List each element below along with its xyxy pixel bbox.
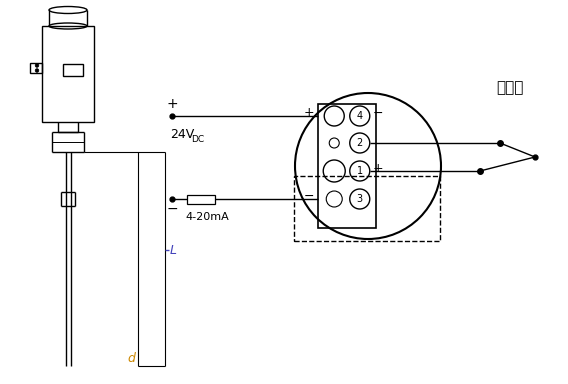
Bar: [63, 64, 83, 76]
Bar: [42, 26, 94, 122]
Text: −: −: [303, 189, 314, 202]
Text: 24V: 24V: [170, 129, 194, 141]
Text: DC: DC: [191, 134, 204, 144]
Text: −: −: [166, 202, 178, 216]
Text: 2: 2: [357, 138, 363, 148]
Circle shape: [35, 69, 39, 72]
Bar: [294, 176, 440, 241]
Text: 4-20mA: 4-20mA: [185, 212, 229, 222]
Text: +: +: [373, 162, 383, 174]
Text: L: L: [170, 243, 177, 257]
Text: 1: 1: [357, 166, 363, 176]
Bar: [30, 63, 42, 73]
Text: +: +: [166, 97, 178, 111]
Text: 4: 4: [357, 111, 363, 121]
Circle shape: [35, 64, 39, 67]
Text: 热电偶: 热电偶: [496, 81, 524, 96]
Text: d: d: [127, 353, 135, 366]
Text: 3: 3: [357, 194, 363, 204]
Text: −: −: [373, 106, 383, 119]
Text: +: +: [303, 106, 314, 119]
Bar: [187, 195, 215, 204]
Bar: [318, 104, 376, 228]
